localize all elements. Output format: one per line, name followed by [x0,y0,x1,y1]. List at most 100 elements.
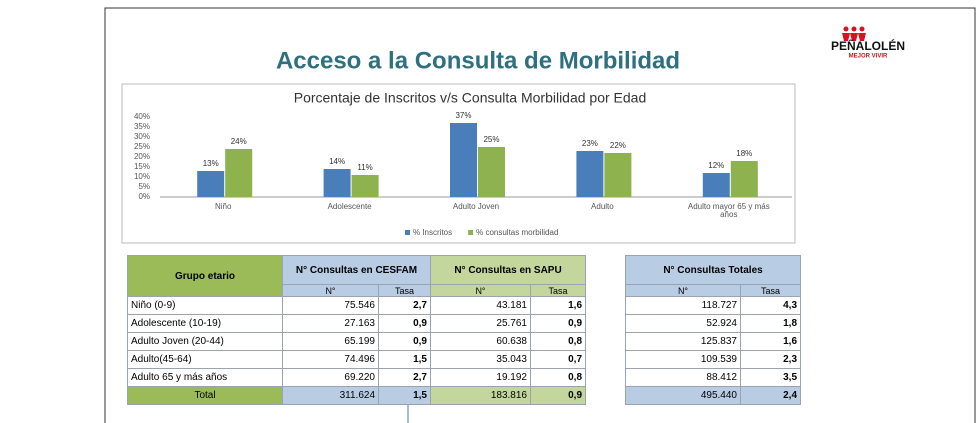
table-cell: 495.440 [625,386,741,405]
table-cell: 2,3 [739,350,802,369]
value-label: 37% [455,111,471,120]
x-tick-label: Adolescente [328,202,373,211]
x-tick-label: Adulto mayor 65 y más años [688,202,770,219]
table-cell: 0,9 [529,314,587,333]
table-cell: 109.539 [625,350,741,369]
bar [351,175,379,197]
table-cell: 2,7 [378,368,431,387]
table-cell: 0,7 [529,350,587,369]
legend-swatch [405,230,410,235]
table-cell: 125.837 [625,332,741,351]
data-row: 109.539 2,3 [625,350,802,369]
bar [323,169,351,197]
bar [576,151,604,197]
table-cell: 1,6 [739,332,802,351]
table-cell: 69.220 [282,368,379,387]
chart-title: Porcentaje de Inscritos v/s Consulta Mor… [294,90,647,106]
value-label: 12% [708,161,724,170]
value-label: 22% [610,141,626,150]
table-cell: 183.816 [430,386,531,405]
table-cell: 0,9 [378,314,431,333]
table-cell: 27.163 [282,314,379,333]
y-tick-label: 40% [134,112,150,121]
y-tick-label: 5% [138,182,150,191]
data-row: Adolescente (10-19) 27.163 0,9 25.761 0,9 [127,314,587,333]
bar [225,149,253,197]
x-tick-label: Adulto [591,202,614,211]
data-row: 125.837 1,6 [625,332,802,351]
y-tick-label: 35% [134,122,150,131]
y-tick-label: 15% [134,162,150,171]
table-cell: Grupo etario [127,255,283,297]
table-cell: 1,5 [378,386,431,405]
table-cell: Adulto Joven (20-44) [127,332,283,351]
data-row: Adulto Joven (20-44) 65.199 0,9 60.638 0,8 [127,332,587,351]
table-cell: 1,6 [529,296,587,315]
value-label: 25% [483,135,499,144]
table-cell: 0,8 [529,368,587,387]
table-cell: N° [430,284,531,297]
table-cell: 0,9 [378,332,431,351]
data-row: 52.924 1,8 [625,314,802,333]
value-label: 24% [231,137,247,146]
slide-title: Acceso a la Consulta de Morbilidad [276,47,680,74]
table-cell: 0,8 [529,332,587,351]
total-row: 495.440 2,4 [625,386,802,405]
table-cell: 1,8 [739,314,802,333]
value-label: 11% [357,163,372,172]
table-cell: 25.761 [430,314,531,333]
table-cell: 74.496 [282,350,379,369]
table-cell: 2,7 [378,296,431,315]
value-label: 14% [329,157,345,166]
data-row: 118.727 4,3 [625,296,802,315]
legend-label: % consultas morbilidad [476,228,558,237]
bar [197,171,225,197]
table-cell: N° [625,284,741,297]
table-cell: 1,5 [378,350,431,369]
logo-name: PEÑALOLÉN [831,38,905,53]
bar [730,161,758,197]
data-row: 88.412 3,5 [625,368,802,387]
table-cell: Adulto 65 y más años [127,368,283,387]
table-cell: N° Consultas en CESFAM [282,255,431,285]
y-tick-label: 0% [138,192,150,201]
total-row: Total 311.624 1,5 183.816 0,9 [127,386,587,405]
value-label: 13% [203,159,219,168]
y-tick-label: 30% [134,132,150,141]
header-row: Grupo etario N° Consultas en CESFAM N° Con… [127,255,587,297]
table-cell: 118.727 [625,296,741,315]
table-cell: 19.192 [430,368,531,387]
table-cell: N° Consultas en SAPU [429,255,587,285]
header-row: N° Consultas Totales [624,255,802,285]
table-cell: 75.546 [282,296,379,315]
x-tick-label: Adulto Joven [453,202,499,211]
legend-swatch [468,230,474,235]
value-label: 23% [582,139,598,148]
y-tick-label: 10% [134,172,150,181]
table-cell: 35.043 [430,350,531,369]
table-cell: 88.412 [625,368,741,387]
table-cell: 2,4 [739,386,802,405]
table-cell: Total [127,386,283,405]
bar [450,123,477,197]
table-cell: N° Consultas Totales [624,255,802,285]
x-tick-label: Niño [215,202,232,211]
table-cell: Niño (0-9) [127,296,283,315]
data-row: Niño (0-9) 75.546 2,7 43.181 1,6 [127,296,587,315]
table-cell: 52.924 [625,314,741,333]
consultas-table: Grupo etario N° Consultas en CESFAM N° Con… [127,255,587,405]
logo-tagline: MEJOR VIVIR [849,54,888,60]
data-row: Adulto(45-64) 74.496 1,5 35.043 0,7 [127,350,587,369]
table-cell: 60.638 [430,332,531,351]
table-cell: Tasa [378,284,431,297]
table-cell: 43.181 [430,296,531,315]
logo-icon [842,26,866,41]
table-cell: Adulto(45-64) [127,350,283,369]
y-tick-label: 25% [134,142,150,151]
value-label: 18% [736,149,752,158]
bar [702,173,730,197]
table-cell: Tasa [529,284,587,297]
slide-frame [104,7,976,423]
